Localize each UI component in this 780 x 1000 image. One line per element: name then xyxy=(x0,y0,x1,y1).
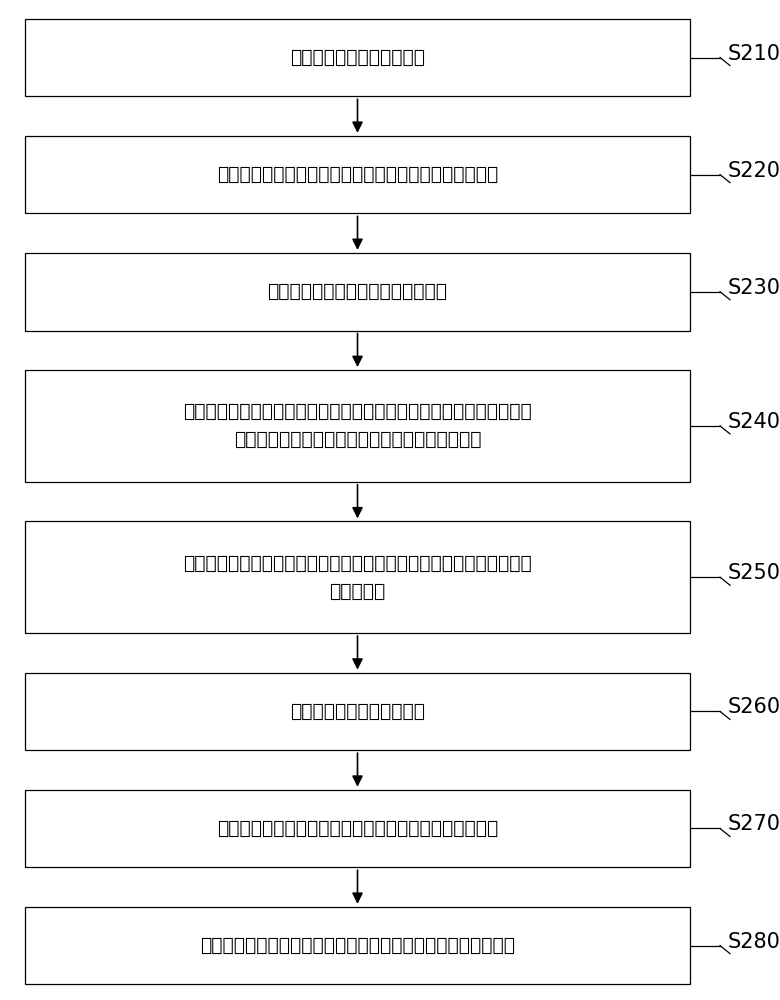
Bar xyxy=(25,19,690,96)
Bar xyxy=(25,521,690,633)
Text: S210: S210 xyxy=(728,44,780,64)
Text: S250: S250 xyxy=(728,563,780,583)
Text: S280: S280 xyxy=(728,932,780,952)
Text: S270: S270 xyxy=(728,814,780,834)
Text: S220: S220 xyxy=(728,161,780,181)
Text: 对原始图像做区域分割，并在各区域中提取原始图像特征: 对原始图像做区域分割，并在各区域中提取原始图像特征 xyxy=(217,165,498,184)
Text: 根据重量信息和原始衣物描述信息确定洗衣机的洗涤程序: 根据重量信息和原始衣物描述信息确定洗衣机的洗涤程序 xyxy=(217,819,498,838)
Bar xyxy=(25,370,690,482)
Text: S230: S230 xyxy=(728,278,780,298)
Text: 采集待处理衣物的原始图像: 采集待处理衣物的原始图像 xyxy=(290,48,425,67)
Bar xyxy=(25,790,690,867)
Text: 根据预存的对目标图像的目标衣物描述信息，获取对原始图像的原始衣
物描述信息: 根据预存的对目标图像的目标衣物描述信息，获取对原始图像的原始衣 物描述信息 xyxy=(183,554,532,601)
Text: 获取待处理衣物的重量信息: 获取待处理衣物的重量信息 xyxy=(290,702,425,721)
Bar xyxy=(25,136,690,213)
Text: 调节洗衣机的参数信息，进而对待处理衣物进行相应的洗涤操作: 调节洗衣机的参数信息，进而对待处理衣物进行相应的洗涤操作 xyxy=(200,936,515,955)
Text: S240: S240 xyxy=(728,412,780,432)
Text: S260: S260 xyxy=(728,697,780,717)
Bar xyxy=(25,673,690,750)
Bar xyxy=(25,253,690,331)
Text: 根据相似性匹配算法对原始图像特征与目标图像特征进行处理，根据匹
配结果和预设阈值获取与原始图像匹配的目标图像: 根据相似性匹配算法对原始图像特征与目标图像特征进行处理，根据匹 配结果和预设阈值… xyxy=(183,402,532,449)
Text: 获取与参考图像对应的目标图像特征: 获取与参考图像对应的目标图像特征 xyxy=(268,282,448,301)
Bar xyxy=(25,907,690,984)
